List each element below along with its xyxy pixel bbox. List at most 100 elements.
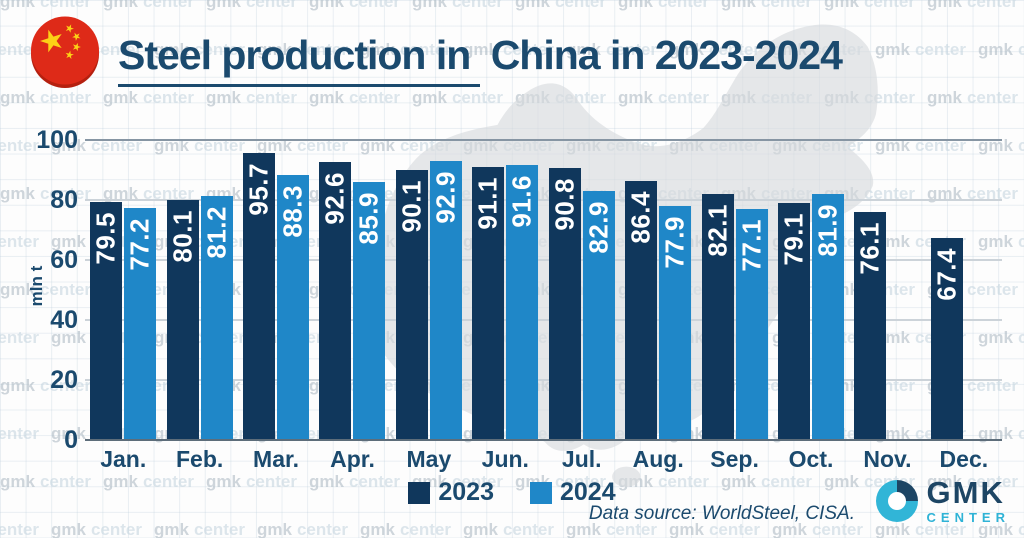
legend-label-2024: 2024 [560,478,616,506]
plot-area: 79.5 77.2 80.1 81.2 95.7 88.3 92.6 85.9 90.1 92.9… [85,139,1002,441]
x-tick-dec: Dec. [939,446,989,472]
month-group-mar: 95.7 88.3 [238,140,314,440]
bar-2023-nov: 76.1 [854,211,887,440]
gmk-logo-subtext: CENTER [926,510,1010,525]
month-group-nov: 76.1 [849,140,925,440]
bar-2024-may: 92.9 [429,161,462,440]
bar-value-label: 82.1 [702,203,733,257]
bar-value-label: 86.4 [625,190,656,244]
gridline-80 [85,199,1002,201]
bar-value-label: 91.1 [472,176,503,230]
gmk-logo-text: GMK [926,475,1005,510]
bar-value-label: 88.3 [277,185,308,238]
month-group-aug: 86.4 77.9 [620,140,696,440]
bar-2023-mar: 95.7 [243,152,276,440]
gmk-logo-wordmark: GMK CENTER [927,477,1010,525]
month-group-jul: 90.8 82.9 [544,140,620,440]
bar-2024-jan: 77.2 [124,208,157,440]
month-group-jun: 91.1 91.6 [467,140,543,440]
bar-value-label: 92.9 [430,171,461,224]
x-tick-oct: Oct. [788,446,834,472]
month-group-jan: 79.5 77.2 [85,140,161,440]
x-tick-mar: Mar. [253,446,300,472]
y-tick-20: 20 [50,366,78,394]
bar-value-label: 82.9 [583,201,614,254]
bar-value-label: 81.9 [812,204,843,257]
data-source-note: Data source: WorldSteel, CISA. [588,503,855,524]
bar-value-label: 77.2 [124,218,155,272]
gridline-100 [85,139,1002,141]
legend-item-2024: 2024 [530,478,616,507]
y-axis-unit-label: mln t [27,265,46,307]
bar-2024-aug: 77.9 [659,206,692,440]
x-axis-labels: Jan. Feb. Mar. Apr. May Jun. Jul. Aug. Sep. Oct. N… [85,446,1002,473]
bar-value-label: 90.8 [549,177,580,231]
chart-title-underlined: Steel production in [118,32,481,87]
x-tick-feb: Feb. [175,446,224,472]
month-group-apr: 92.6 85.9 [314,140,390,440]
bar-2023-aug: 86.4 [625,180,658,440]
y-tick-40: 40 [50,306,78,334]
x-tick-jun: Jun. [481,446,529,472]
gridline-20 [85,379,1002,381]
x-tick-jul: Jul. [561,446,602,472]
month-group-feb: 80.1 81.2 [161,140,237,440]
chart-title: Steel production in China in 2023-2024 [118,32,843,87]
bar-value-label: 91.6 [506,175,537,228]
legend-swatch-2024 [530,481,552,504]
bar-2023-dec: 67.4 [930,237,963,440]
x-tick-nov: Nov. [863,446,912,472]
legend-item-2023: 2023 [408,478,494,507]
bar-2023-apr: 92.6 [319,162,352,440]
gmk-logo-icon [875,480,918,522]
bar-2024-sep: 77.1 [735,208,768,440]
bar-2024-apr: 85.9 [353,182,386,440]
bar-2023-sep: 82.1 [701,193,734,440]
bar-2024-jul: 82.9 [582,191,615,440]
bar-2024-mar: 88.3 [277,175,310,440]
month-group-may: 90.1 92.9 [391,140,467,440]
bar-value-label: 90.1 [396,179,427,233]
china-flag-icon [31,16,99,88]
bar-2023-oct: 79.1 [778,202,810,440]
y-tick-80: 80 [50,186,78,214]
bar-value-label: 81.2 [201,206,232,260]
month-group-sep: 82.1 77.1 [696,140,772,440]
x-tick-aug: Aug. [632,446,684,472]
x-axis-baseline [85,439,1002,441]
legend-label-2023: 2023 [438,478,494,506]
bar-2023-jan: 79.5 [90,201,123,440]
y-axis-labels: 0 20 40 60 80 100 [14,126,78,454]
bar-groups: 79.5 77.2 80.1 81.2 95.7 88.3 92.6 85.9 90.1 92.9… [85,140,1002,440]
y-tick-60: 60 [50,246,78,274]
bar-2023-may: 90.1 [395,169,428,440]
gridline-60 [85,259,1002,261]
bar-2023-jun: 91.1 [472,166,505,440]
x-tick-may: May [406,446,452,472]
bar-value-label: 92.6 [319,172,350,225]
x-tick-jan: Jan. [100,446,147,472]
bar-value-label: 79.1 [778,212,809,266]
gmk-center-logo: GMK CENTER [875,477,1010,525]
bar-2024-oct: 81.9 [812,194,844,440]
gridline-40 [85,319,1002,321]
x-tick-apr: Apr. [330,446,375,472]
bar-value-label: 77.9 [659,216,690,269]
y-tick-100: 100 [36,126,78,154]
legend: 2023 2024 [0,478,1024,507]
bar-value-label: 77.1 [736,218,767,272]
bar-value-label: 67.4 [931,247,962,301]
bar-2023-jul: 90.8 [548,167,581,440]
bar-value-label: 80.1 [167,209,198,263]
x-tick-sep: Sep. [710,446,759,472]
bar-2024-jun: 91.6 [506,165,539,440]
chart-title-rest: China in 2023-2024 [490,32,843,78]
bar-value-label: 85.9 [353,192,384,245]
bar-value-label: 76.1 [854,221,885,275]
bar-value-label: 95.7 [243,162,274,216]
y-tick-0: 0 [64,426,78,454]
bar-2024-feb: 81.2 [200,196,233,440]
bar-value-label: 79.5 [90,211,121,265]
month-group-dec: 67.4 [926,140,1002,440]
